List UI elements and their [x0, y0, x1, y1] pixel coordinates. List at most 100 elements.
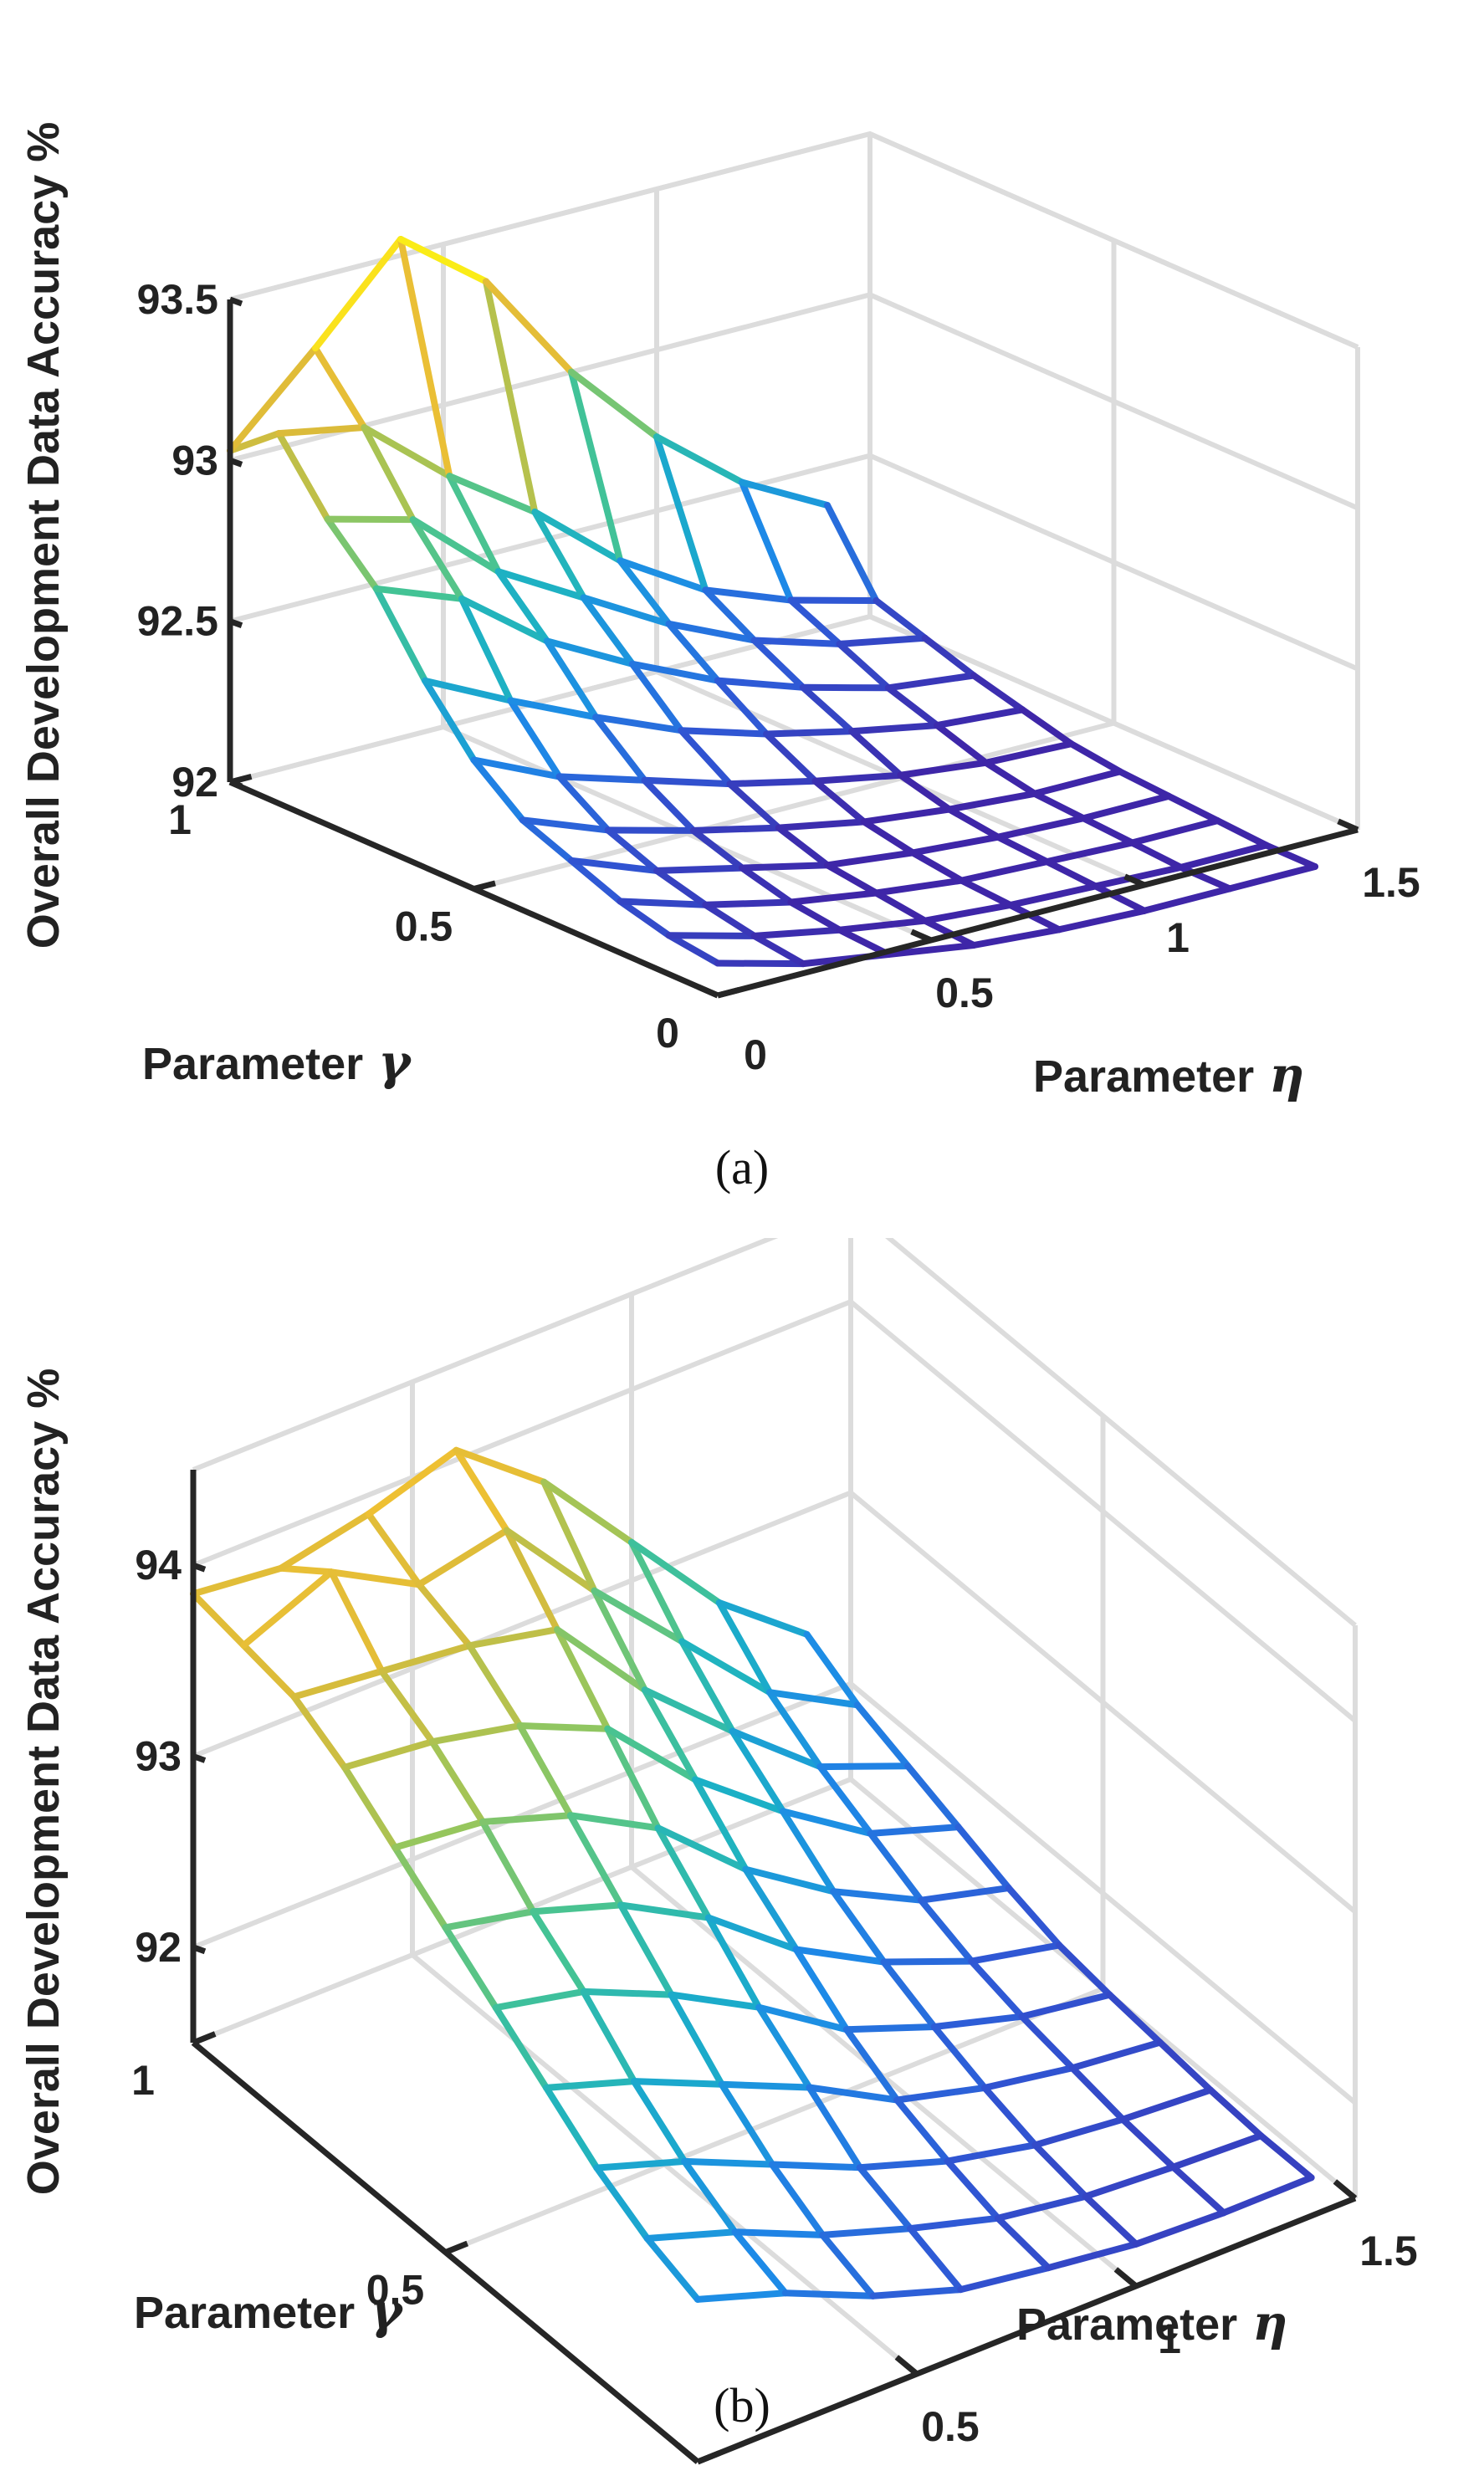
- mesh-edge: [365, 1446, 460, 1517]
- eta-axis-title: Parameter η: [1016, 2294, 1287, 2351]
- mesh-edge: [397, 236, 453, 480]
- mesh-edge: [409, 516, 502, 576]
- mesh-edge: [1068, 2039, 1164, 2072]
- mesh-edge: [779, 1808, 837, 1895]
- mesh-edge: [982, 740, 1075, 766]
- eta-tick-label: 1: [1158, 2315, 1181, 2362]
- mesh-edge: [466, 1642, 524, 1729]
- mesh-edge: [593, 2164, 651, 2242]
- eta-tick-label: 1: [1166, 914, 1190, 961]
- mesh-edge: [726, 780, 782, 831]
- mesh-edge: [1031, 768, 1123, 797]
- mesh-edge: [718, 2080, 775, 2168]
- mesh-edge: [227, 345, 319, 454]
- mesh-edge: [1119, 2086, 1214, 2123]
- mesh-edge: [830, 1888, 924, 1904]
- mesh-edge: [811, 777, 867, 826]
- mesh-edge: [617, 898, 709, 908]
- mesh-edge: [446, 473, 502, 576]
- mesh-edge: [543, 637, 636, 668]
- eta-axis-title-text: Parameter: [1016, 2300, 1237, 2350]
- mesh-edge: [641, 1686, 736, 1735]
- mesh-edge: [1220, 2174, 1315, 2217]
- mesh-edge: [867, 1824, 962, 1837]
- mesh-edge: [954, 1824, 1012, 1892]
- eta-tick: [1123, 873, 1146, 888]
- mesh-edge: [995, 833, 1051, 866]
- z-tick: [228, 618, 243, 628]
- mesh-edge: [775, 824, 832, 869]
- mesh-edge: [566, 1812, 625, 1909]
- mesh-edge: [1116, 768, 1173, 800]
- gamma-axis-title: Parameter γ: [142, 1034, 412, 1091]
- mesh-edge: [982, 759, 1038, 797]
- surface-plot-a: 92 92.5 93 93.5 0 0.5 1 0 0.5 1 1.5 Overall Develop…: [18, 122, 1420, 1195]
- mesh-edge: [580, 594, 673, 627]
- gamma-tick: [473, 880, 496, 892]
- mesh-edge: [918, 1896, 975, 1965]
- gamma-axis-title: Parameter γ: [134, 2283, 404, 2340]
- z-tick-label: 92.5: [137, 598, 218, 645]
- mesh-edge: [409, 516, 465, 602]
- mesh-edge: [1080, 815, 1136, 847]
- gamma-tick-label: 1: [131, 2057, 155, 2104]
- mesh-edge: [872, 597, 929, 642]
- mesh-edge: [958, 877, 1014, 908]
- gamma-axis-title-text: Parameter: [134, 2288, 355, 2338]
- mesh-edge: [324, 515, 417, 524]
- mesh-edge: [1019, 706, 1075, 748]
- mesh-edge: [458, 595, 514, 704]
- z-tick-label: 93: [171, 437, 218, 483]
- mesh-edge: [668, 1991, 725, 2088]
- mesh-edge: [617, 557, 673, 627]
- mesh-edge: [729, 1727, 824, 1771]
- mesh-edge: [681, 2157, 739, 2236]
- mesh-edge: [566, 1812, 662, 1832]
- eta-symbol: η: [1252, 2294, 1287, 2351]
- mesh-edge: [361, 424, 417, 524]
- mesh-edge: [1005, 1885, 1063, 1949]
- mesh-edge: [981, 2084, 1039, 2149]
- mesh-edge: [930, 2013, 1026, 2030]
- mesh-edge: [944, 2157, 1001, 2222]
- grid-line: [192, 1681, 1357, 2105]
- mesh-edge: [492, 1987, 587, 2012]
- mesh-edge: [328, 1568, 422, 1588]
- gamma-tick: [696, 2450, 721, 2465]
- mesh-edge: [968, 1941, 1063, 1965]
- mesh-edge: [957, 2264, 1052, 2294]
- z-tick-label: 93.5: [137, 276, 218, 323]
- mesh-edge: [483, 278, 575, 376]
- mesh-edge: [516, 1722, 612, 1732]
- mesh-edge: [1082, 2163, 1177, 2200]
- mesh-edge: [240, 1641, 298, 1701]
- mesh-edge: [681, 2157, 775, 2168]
- eta-axis-line: [696, 2195, 1357, 2465]
- mesh-edge: [769, 2161, 863, 2172]
- mesh-edge: [824, 862, 880, 897]
- grid-line: [192, 1298, 1357, 1723]
- mesh-edge: [1106, 1991, 1164, 2046]
- mesh-edge: [694, 2289, 789, 2303]
- z-axis-title: Overall Development Data Accuracy %: [18, 122, 69, 949]
- mesh-edge: [277, 1564, 335, 1576]
- mesh-edge: [653, 867, 709, 908]
- mesh-edge: [726, 777, 819, 788]
- mesh-edge: [442, 1908, 537, 1931]
- mesh-edge: [945, 790, 1038, 813]
- z-axis-title: Overall Development Data Accuracy %: [18, 1368, 69, 2195]
- mesh-edge: [702, 586, 795, 604]
- mesh-edge: [568, 368, 660, 441]
- eta-tick: [1333, 2179, 1358, 2201]
- mesh-edge: [824, 849, 917, 869]
- mesh-edge: [507, 697, 563, 780]
- mesh-edge: [391, 1819, 486, 1851]
- mesh-edge: [617, 898, 673, 939]
- gamma-tick-label: 0.5: [366, 2267, 425, 2314]
- mesh-edge: [994, 2214, 1052, 2272]
- mesh-edge: [830, 1888, 888, 1966]
- mesh-edge: [555, 773, 612, 834]
- mesh-edge: [718, 2080, 813, 2091]
- mesh-edge: [1043, 839, 1136, 866]
- mesh-edge: [848, 728, 904, 779]
